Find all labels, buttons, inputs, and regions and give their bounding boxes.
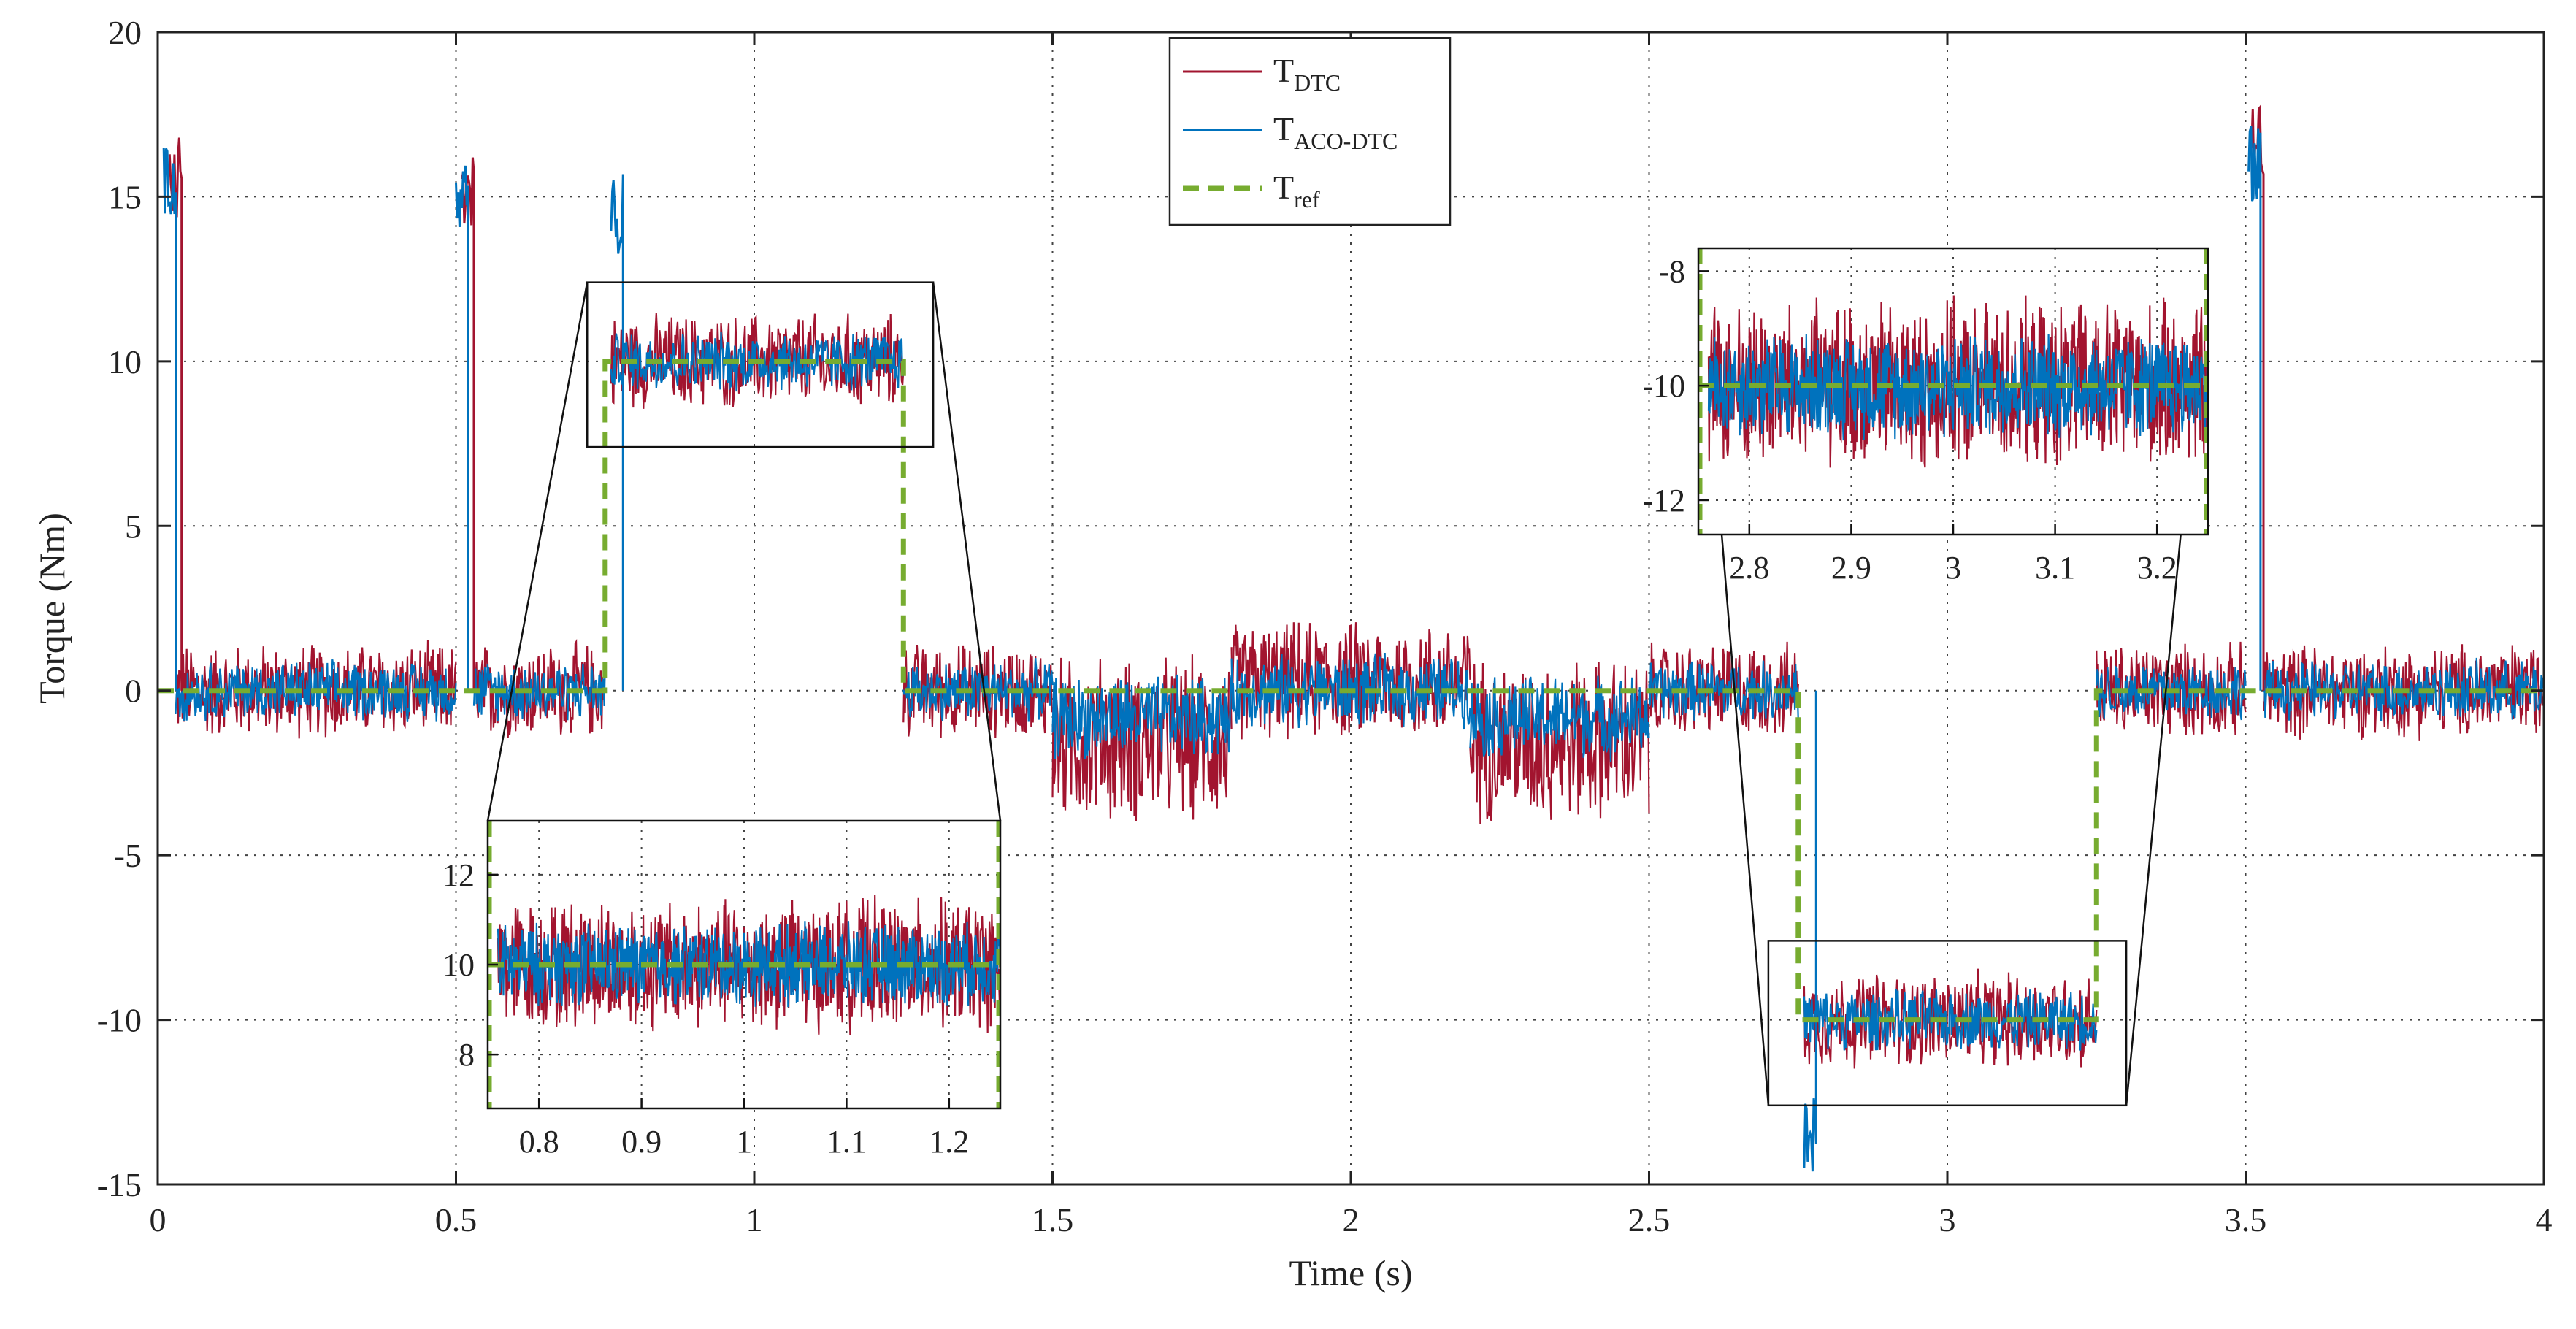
- series-t-ref-line: [158, 359, 2544, 1023]
- x-tick-label: 1: [746, 1201, 763, 1238]
- legend-item-aco-dtc: TACO-DTC: [1183, 110, 1398, 154]
- zoom-positive-inset: 0.8 0.9 1 1.1 1.2 8 10 12: [442, 819, 1002, 1160]
- legend-label-sub: ref: [1294, 186, 1320, 212]
- y-tick-label: 20: [108, 14, 142, 51]
- y-tick-label: 0: [125, 673, 142, 710]
- zoom-negative-y-tick-label: -8: [1658, 253, 1685, 289]
- y-axis-label: Torque (Nm): [31, 513, 72, 704]
- zoom-positive-y-tick-label: 10: [442, 947, 475, 983]
- zoom-negative-plot: [1698, 248, 2208, 535]
- zoom-negative-x-tick-label: 2.9: [1831, 550, 1871, 586]
- x-tick-label: 1.5: [1032, 1201, 1074, 1238]
- inset-layer: 0.8 0.9 1 1.1 1.2 8 10 12 2.8 2.9 3 3.1 3.2 -8 -10 -12: [442, 247, 2209, 1160]
- zoom-positive-connector-left: [486, 282, 589, 821]
- zoom-positive-series-t-aco-dtc-line: [497, 921, 1000, 1008]
- legend-label: Tref: [1273, 169, 1320, 212]
- legend-item-ref: Tref: [1183, 169, 1320, 212]
- legend-item-dtc: TDTC: [1183, 52, 1341, 96]
- legend-label-main: T: [1273, 169, 1294, 206]
- zoom-negative-source-box: [1767, 940, 2128, 1107]
- zoom-positive-y-tick-label: 12: [442, 857, 475, 893]
- x-tick-label: 3: [1939, 1201, 1956, 1238]
- zoom-positive-connector-right: [932, 282, 1002, 821]
- x-tick-label: 0.5: [435, 1201, 478, 1238]
- zoom-negative-series-t-aco-dtc-line: [1707, 334, 2208, 441]
- x-tick-label: 4: [2536, 1201, 2553, 1238]
- legend-label: TACO-DTC: [1273, 110, 1398, 154]
- zoom-positive-source-box: [586, 281, 935, 448]
- y-tick-label: -5: [114, 837, 142, 874]
- zoom-positive-x-tick-label: 1: [736, 1124, 752, 1160]
- y-tick-label: 15: [108, 178, 142, 215]
- x-tick-label: 2: [1343, 1201, 1360, 1238]
- legend-label-sub: DTC: [1294, 69, 1341, 96]
- legend-label: TDTC: [1273, 52, 1341, 96]
- zoom-negative-y-tick-label: -12: [1642, 483, 1685, 518]
- zoom-positive-x-tick-label: 1.2: [929, 1124, 969, 1160]
- series-layer: [158, 104, 2545, 1172]
- x-tick-label: 3.5: [2225, 1201, 2267, 1238]
- zoom-negative-x-tick-label: 3: [1945, 550, 1961, 586]
- legend-box: [1168, 37, 1452, 226]
- series-t-aco-dtc-line: [175, 332, 2545, 1051]
- y-tick-label: 10: [108, 343, 142, 380]
- x-axis-label: Time (s): [1289, 1252, 1412, 1293]
- zoom-negative-x-tick-label: 3.1: [2035, 550, 2075, 586]
- x-tick-label: 0: [150, 1201, 166, 1238]
- zoom-positive-x-tick-label: 0.8: [519, 1124, 559, 1160]
- zoom-negative-x-tick-label: 2.8: [1729, 550, 1769, 586]
- legend-label-main: T: [1273, 110, 1294, 148]
- zoom-negative-inset: 2.8 2.9 3 3.1 3.2 -8 -10 -12: [1642, 247, 2209, 586]
- legend-label-main: T: [1273, 52, 1294, 89]
- x-tick-label: 2.5: [1628, 1201, 1671, 1238]
- zoom-positive-y-tick-label: 8: [459, 1037, 475, 1073]
- zoom-negative-y-tick-label: -10: [1642, 368, 1685, 404]
- y-tick-label: 5: [125, 508, 142, 545]
- series-t-aco-dtc-peaks: [162, 126, 2262, 1172]
- zoom-positive-x-tick-label: 1.1: [827, 1124, 867, 1160]
- y-tick-label: -10: [97, 1002, 142, 1039]
- axis-tick-layer: 0 0.5 1 1.5 2 2.5 3 3.5 4 -15 -10 -5 0 5 10 15 20: [97, 14, 2553, 1238]
- y-tick-label: -15: [97, 1166, 142, 1203]
- zoom-positive-x-tick-label: 0.9: [621, 1124, 662, 1160]
- zoom-negative-x-tick-label: 3.2: [2137, 550, 2177, 586]
- legend-label-sub: ACO-DTC: [1294, 128, 1398, 154]
